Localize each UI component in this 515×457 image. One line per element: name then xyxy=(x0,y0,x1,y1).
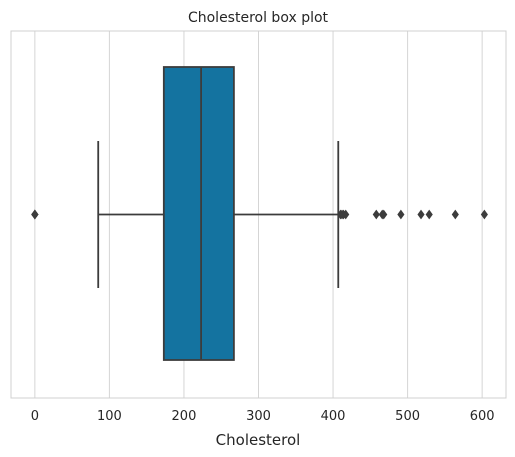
x-tick-label: 0 xyxy=(31,409,39,424)
box xyxy=(162,66,235,361)
outliers xyxy=(31,209,488,220)
plot-frame xyxy=(10,30,507,399)
outlier-point xyxy=(480,209,488,220)
outlier-point xyxy=(451,209,459,220)
x-tick-label: 500 xyxy=(395,409,420,424)
x-tick-label: 400 xyxy=(321,409,346,424)
x-axis-ticks: 0 100 200 300 400 500 600 xyxy=(31,409,495,424)
outlier-point xyxy=(342,209,350,220)
x-tick-label: 100 xyxy=(97,409,122,424)
outlier-point xyxy=(397,209,405,220)
outlier-point xyxy=(425,209,433,220)
x-axis-label: Cholesterol xyxy=(216,431,301,449)
x-tick-label: 300 xyxy=(246,409,271,424)
outlier-point xyxy=(380,209,388,220)
x-tick-label: 600 xyxy=(470,409,495,424)
outlier-point xyxy=(417,209,425,220)
outlier-point xyxy=(372,209,380,220)
box-iqr xyxy=(162,66,235,361)
x-tick-label: 200 xyxy=(172,409,197,424)
outlier-point xyxy=(31,209,39,220)
chart-title: Cholesterol box plot xyxy=(188,10,329,26)
